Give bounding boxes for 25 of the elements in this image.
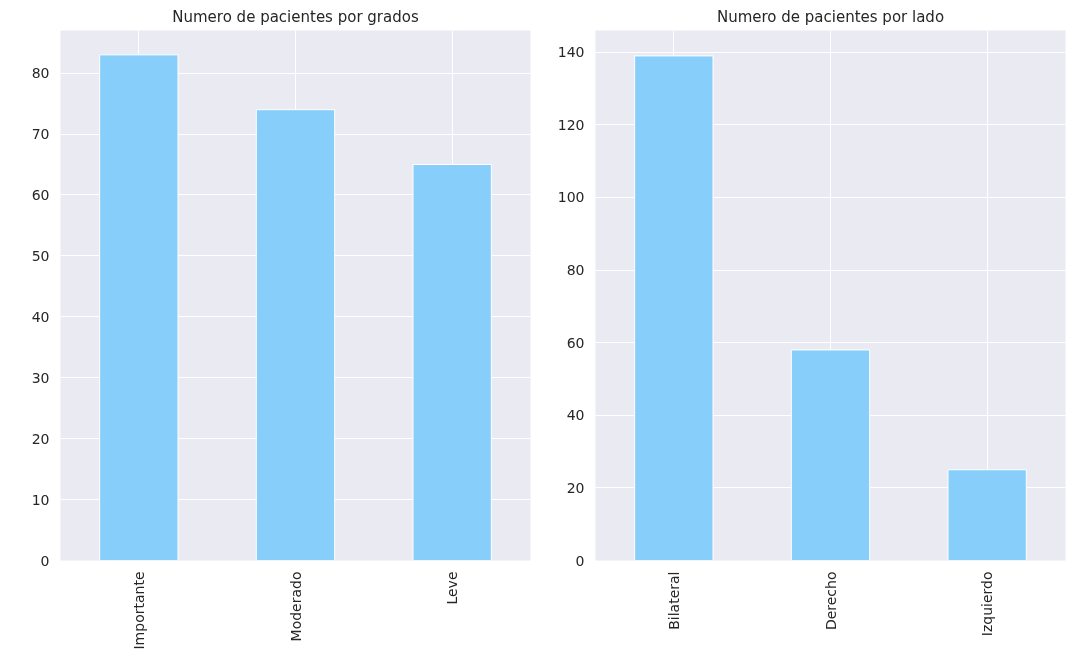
y-tick-label: 30 [31, 369, 50, 386]
chart-title: Numero de pacientes por grados [172, 7, 419, 26]
y-tick-label: 0 [575, 552, 585, 569]
y-tick-label: 100 [557, 189, 585, 206]
x-tick-label: Bilateral [665, 571, 682, 630]
y-tick-label: 140 [557, 44, 585, 61]
x-tick-label: Derecho [822, 571, 839, 631]
y-tick-label: 70 [31, 126, 50, 143]
y-tick-label: 50 [31, 247, 50, 264]
y-tick-label: 60 [566, 334, 585, 351]
y-tick-label: 40 [566, 407, 585, 424]
x-tick-label: Importante [130, 571, 147, 650]
x-tick-label: Izquierdo [979, 571, 996, 637]
x-tick-label: Moderado [287, 571, 304, 642]
y-tick-label: 0 [40, 552, 50, 569]
x-tick-label: Leve [444, 571, 461, 605]
y-tick-label: 60 [31, 186, 50, 203]
y-tick-label: 20 [31, 430, 50, 447]
y-tick-label: 10 [31, 491, 50, 508]
y-tick-label: 40 [31, 308, 50, 325]
y-tick-label: 80 [31, 65, 50, 82]
y-tick-label: 80 [566, 262, 585, 279]
chart-title: Numero de pacientes por lado [716, 7, 945, 26]
y-tick-label: 120 [557, 116, 585, 133]
y-tick-label: 20 [566, 479, 585, 496]
